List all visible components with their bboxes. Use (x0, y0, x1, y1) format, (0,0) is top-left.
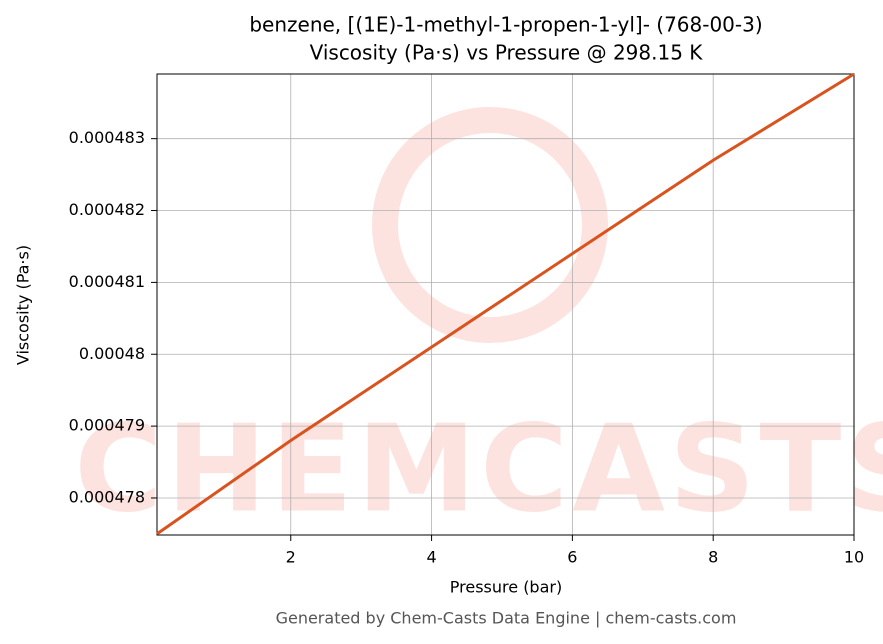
y-tick-label: 0.000478 (69, 487, 145, 506)
y-tick-label: 0.00048 (79, 344, 145, 363)
plot-frame (156, 73, 855, 536)
y-axis-label: Viscosity (Pa·s) (14, 245, 33, 365)
y-tick-label: 0.000483 (69, 128, 145, 147)
x-tick-label: 8 (708, 548, 718, 567)
x-tick-label: 4 (426, 548, 436, 567)
chart-subtitle: Viscosity (Pa·s) vs Pressure @ 298.15 K (310, 41, 704, 65)
y-tick-label: 0.000482 (69, 200, 145, 219)
data-line (156, 72, 855, 536)
chart-title: benzene, [(1E)-1-methyl-1-propen-1-yl]- … (249, 13, 762, 37)
x-tick-label: 10 (844, 548, 864, 567)
x-tick-label: 6 (567, 548, 577, 567)
x-tick-label: 2 (286, 548, 296, 567)
x-axis-label: Pressure (bar) (450, 578, 562, 597)
watermark-logo (372, 107, 608, 343)
footer: Generated by Chem-Casts Data Engine | ch… (276, 609, 737, 628)
y-tick-label: 0.000479 (69, 416, 145, 435)
watermark: CHEMCASTS (74, 401, 883, 540)
y-tick-label: 0.000481 (69, 272, 145, 291)
